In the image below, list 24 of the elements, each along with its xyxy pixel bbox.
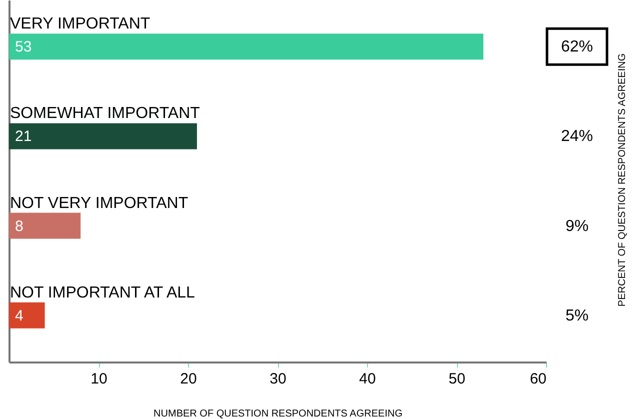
x-tick-label: 50 (448, 370, 466, 388)
data-label: 21 (15, 128, 32, 146)
y-tick-label: NOT IMPORTANT AT ALL (10, 284, 196, 302)
x-tick-label: 10 (90, 370, 108, 388)
bar (9, 123, 197, 150)
y-tick-label: SOMEWHAT IMPORTANT (10, 105, 200, 122)
text: 24% (560, 128, 594, 146)
x-tick-label: 60 (530, 370, 546, 388)
y-tick-label: NOT VERY IMPORTANT (10, 194, 188, 212)
x-tick-label: 40 (359, 370, 376, 388)
data-label: 8 (15, 218, 24, 235)
text: 62% (560, 38, 594, 56)
x-axis-title: NUMBER OF QUESTION RESPONDENTS AGREEING (154, 408, 403, 419)
x-tick-label: 20 (180, 370, 197, 388)
text: 5% (565, 307, 589, 324)
data-label: 4 (15, 307, 24, 324)
bar (9, 302, 45, 328)
text: PERCENT OF QUESTION RESPONDENTS AGREEING (617, 53, 628, 307)
text: 9% (565, 218, 589, 235)
y-tick-label: VERY IMPORTANT (10, 16, 150, 33)
bar (9, 212, 81, 239)
bar (9, 34, 484, 60)
data-label: 53 (15, 38, 32, 56)
x-tick-label: 30 (270, 370, 286, 388)
